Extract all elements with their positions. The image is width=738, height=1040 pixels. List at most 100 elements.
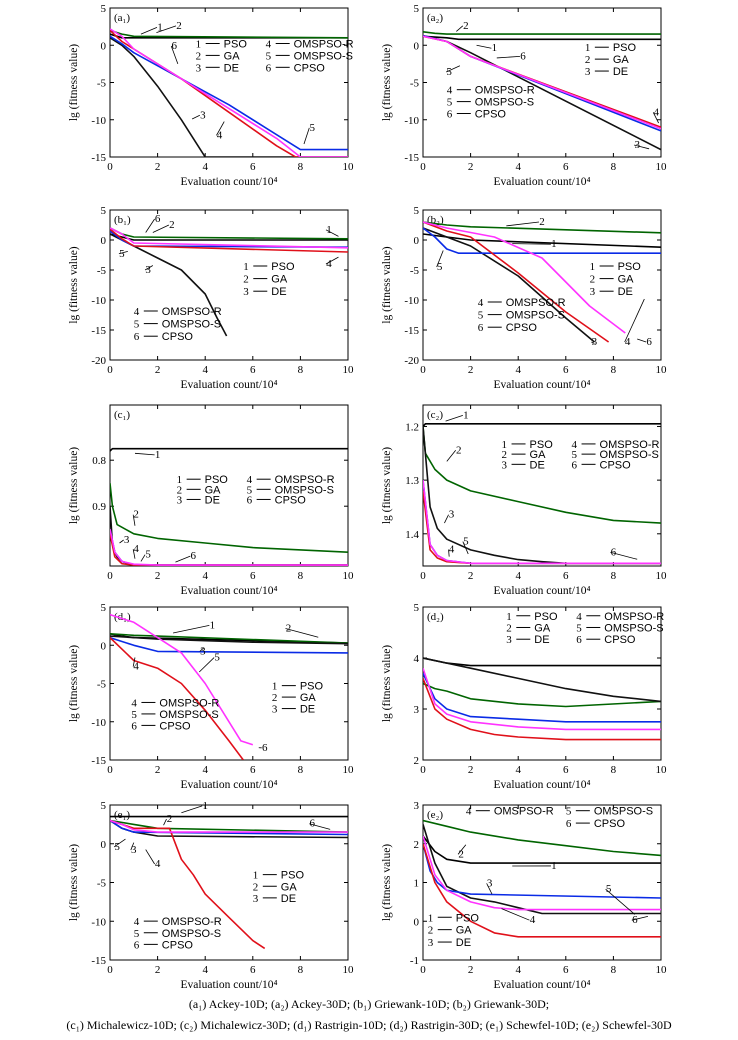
x-tick-label: 2 [468, 161, 474, 173]
panel-label: (a₁) [114, 12, 130, 24]
x-tick-label: 6 [250, 764, 256, 776]
legend-entry-omspso-r: OMSPSO-R [159, 697, 219, 709]
series-leader-line [476, 44, 492, 49]
figure-caption-line-1: (a₁) Ackey-10D; (a₂) Ackey-30D; (b₁) Gri… [188, 997, 550, 1011]
series-leader-line [652, 112, 659, 124]
y-tick-label: 0 [101, 235, 107, 247]
series-line-omspso-r [110, 819, 348, 836]
series-number-label: 2 [539, 216, 545, 228]
series-number-label: 4 [530, 914, 536, 926]
legend-entry-cpso: CPSO [475, 109, 507, 121]
legend-number: 4 [131, 697, 137, 709]
legend-entry-pso: PSO [300, 681, 324, 693]
y-tick-label: 5 [101, 205, 107, 217]
series-number-label: 5 [114, 841, 120, 853]
legend-number: 2 [177, 484, 183, 496]
legend-entry-ga: GA [456, 925, 473, 937]
series-number-label: 6 [646, 336, 652, 348]
series-leader-line [303, 127, 310, 145]
x-tick-label: 4 [515, 964, 521, 976]
legend-entry-omspso-r: OMSPSO-R [600, 439, 660, 451]
y-tick-label: 1.4 [405, 529, 419, 541]
y-axis-label: lg (fitness value) [68, 447, 80, 524]
x-tick-label: 4 [515, 764, 521, 776]
legend-entry-pso: PSO [271, 261, 295, 273]
plot-frame [109, 7, 349, 158]
y-tick-label: 3 [414, 800, 420, 812]
series-line-de [423, 227, 595, 343]
legend-number: 1 [177, 474, 183, 486]
x-tick-label: 6 [563, 764, 569, 776]
x-tick-label: 2 [155, 964, 161, 976]
series-leader-line [591, 341, 595, 344]
series-line-ga [423, 31, 661, 35]
series-leader-line [198, 657, 215, 673]
legend-number: 4 [576, 611, 582, 623]
y-tick-label: -10 [404, 295, 419, 307]
y-tick-label: 0 [414, 916, 420, 928]
series-line-omspso-s [423, 843, 661, 938]
legend-number: 5 [576, 622, 582, 634]
x-tick-label: 10 [656, 161, 668, 173]
plot-frame [109, 209, 349, 361]
series-leader-line [446, 450, 457, 462]
legend-number: 3 [196, 62, 202, 74]
series-leader-line [199, 647, 205, 652]
legend-entry-pso: PSO [613, 42, 637, 54]
legend-entry-de: DE [205, 494, 220, 506]
legend-number: 2 [272, 692, 278, 704]
y-tick-label: -20 [91, 355, 106, 367]
legend-number: 3 [506, 634, 512, 646]
series-line-omspso-r [423, 843, 661, 899]
legend-number: 2 [502, 449, 508, 461]
figure-caption-line-2: (c₁) Michalewicz-10D; (c₂) Michalewicz-3… [66, 1018, 672, 1032]
x-tick-label: 8 [298, 570, 304, 582]
legend-number: 5 [572, 449, 578, 461]
series-number-label: 5 [606, 883, 612, 895]
legend-number: 2 [196, 50, 202, 62]
y-tick-label: 1 [414, 878, 420, 890]
series-number-label: 3 [200, 645, 206, 657]
series-line-omspso-s [423, 678, 661, 741]
y-axis-label: lg (fitness value) [381, 246, 393, 323]
y-tick-label: 0 [101, 640, 107, 652]
y-axis-label: lg (fitness value) [381, 645, 393, 722]
legend-number: 3 [272, 704, 278, 716]
series-line-omspso-r [423, 672, 661, 723]
legend-number: 5 [134, 928, 140, 940]
legend-entry-cpso: CPSO [294, 62, 326, 74]
x-tick-label: 10 [656, 570, 668, 582]
x-tick-label: 8 [611, 964, 617, 976]
series-number-label: 6 [172, 40, 178, 52]
series-number-label: 1 [326, 224, 332, 236]
series-leader-line [506, 221, 540, 227]
legend-entry-omspso-r: OMSPSO-R [162, 916, 222, 928]
legend-number: 4 [247, 474, 253, 486]
legend-number: 3 [590, 286, 596, 298]
series-line-ga [423, 819, 661, 857]
legend-entry-omspso-s: OMSPSO-S [275, 484, 334, 496]
series-line-pso [423, 422, 661, 428]
y-tick-label: 5 [414, 205, 420, 217]
y-tick-label: -5 [97, 265, 107, 277]
legend-entry-cpso: CPSO [600, 459, 632, 471]
series-line-omspso-r [110, 35, 348, 151]
y-tick-label: 5 [101, 602, 107, 614]
legend-entry-pso: PSO [205, 474, 229, 486]
y-tick-label: 3 [414, 704, 420, 716]
x-tick-label: 4 [515, 570, 521, 582]
legend-number: 4 [572, 439, 578, 451]
series-leader-line [486, 883, 493, 895]
y-tick-label: 0 [414, 40, 420, 52]
series-leader-line [181, 805, 203, 814]
y-tick-label: -5 [410, 78, 420, 90]
series-line-omspso-r [110, 636, 348, 654]
series-number-label: 3 [200, 109, 206, 121]
legend-number: 1 [253, 870, 258, 882]
x-axis-label: Evaluation count/10⁴ [181, 176, 278, 188]
series-line-de [423, 657, 661, 703]
chart-d1: 0 2 4 6 8 10 5 0 -5 -10 -15 Evaluation count/10⁴ lg … [68, 602, 354, 791]
y-tick-label: -15 [91, 755, 106, 767]
legend-entry-ga: GA [534, 622, 551, 634]
series-number-label: 6 [520, 50, 526, 62]
